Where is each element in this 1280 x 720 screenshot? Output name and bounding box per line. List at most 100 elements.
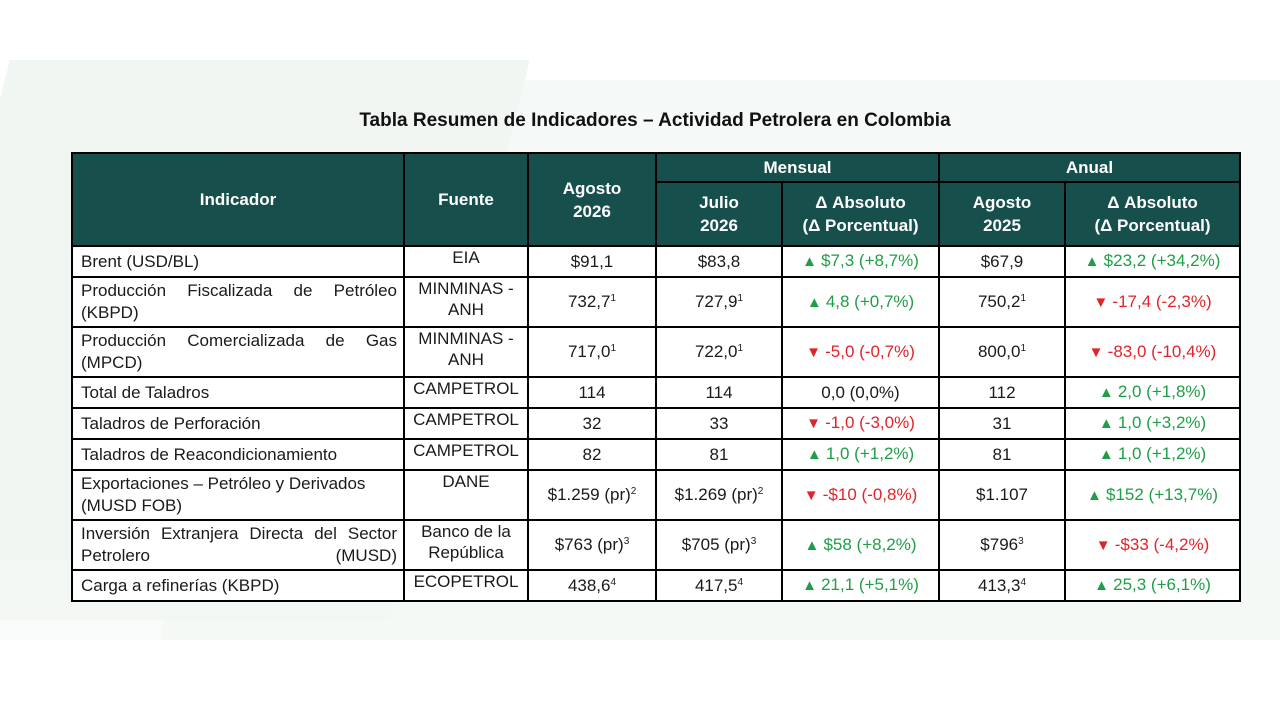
table-row: Exportaciones – Petróleo y Derivados (MU… [71,469,1242,521]
triangle-down-icon: ▼ [806,343,826,361]
source-label: CAMPETROL [413,441,519,460]
header-current-period: Agosto 2026 [527,152,657,247]
indicator-cell: Brent (USD/BL) [71,245,405,278]
triangle-up-icon: ▲ [1098,384,1118,401]
indicator-label: Carga a refinerías (KBPD) [81,575,280,595]
prev-year-cell-value: 31 [992,413,1012,433]
prev-month-cell-value: $1.269 (pr) [674,485,758,504]
source-label: Banco de la República [421,522,511,562]
footnote-marker: 1 [1020,293,1027,304]
footnote-marker: 4 [1020,576,1027,588]
triangle-down-icon: ▼ [806,415,826,432]
footnote-marker: 1 [610,343,617,354]
indicator-cell: Producción Fiscalizada de Petróleo (KBPD… [71,276,405,328]
monthly-delta-cell-value: 1,0 (+1,2%) [825,444,915,463]
monthly-delta-cell-value: $58 (+8,2%) [823,534,917,554]
prev-year-cell-value: 81 [992,444,1012,464]
triangle-up-icon: ▲ [806,293,826,311]
header-monthly-delta: Δ Absoluto (Δ Porcentual) [781,181,940,247]
header-source: Fuente [403,152,529,247]
annual-delta-cell: ▲ 1,0 (+1,2%) [1063,438,1242,471]
prev-month-cell-value: 81 [709,444,729,464]
monthly-delta-cell: ▲ 1,0 (+1,2%) [781,438,940,471]
source-cell: MINMINAS - ANH [403,276,529,328]
annual-delta-cell-value: 1,0 (+1,2%) [1117,444,1207,463]
triangle-up-icon: ▲ [802,577,822,594]
source-cell: CAMPETROL [403,407,529,440]
prev-month-cell: 722,01 [655,326,783,378]
current-value-cell-value: $91,1 [570,251,614,271]
prev-year-cell-value: $796 [980,535,1019,554]
annual-delta-cell: ▲ 25,3 (+6,1%) [1063,569,1242,602]
source-cell: ECOPETROL [403,569,529,602]
footnote-marker: 1 [737,343,744,354]
prev-year-cell: 750,21 [938,276,1066,328]
indicator-cell: Taladros de Reacondicionamiento [71,438,405,471]
current-value-cell: 114 [527,376,657,409]
annual-delta-cell-value: -$33 (-4,2%) [1114,534,1210,554]
prev-year-cell: 800,01 [938,326,1066,378]
annual-delta-cell: ▲ $23,2 (+34,2%) [1063,245,1242,278]
monthly-delta-cell: ▲ $58 (+8,2%) [781,519,940,571]
indicator-cell: Taladros de Perforación [71,407,405,440]
annual-delta-cell-value: 2,0 (+1,8%) [1117,382,1207,401]
monthly-delta-cell-value: 0,0 (0,0%) [821,382,900,402]
prev-month-cell: $1.269 (pr)2 [655,469,783,521]
prev-month-cell: 81 [655,438,783,471]
triangle-down-icon: ▼ [1088,343,1108,361]
indicator-label: Taladros de Reacondicionamiento [81,444,338,464]
indicator-label: Taladros de Perforación [81,413,261,433]
header-annual-delta: Δ Absoluto (Δ Porcentual) [1063,181,1242,247]
source-cell: CAMPETROL [403,438,529,471]
prev-month-cell: 114 [655,376,783,409]
prev-month-cell-value: 727,9 [694,292,738,311]
header-annual: Anual [937,152,1242,183]
monthly-delta-cell-value: -5,0 (-0,7%) [825,341,915,361]
triangle-up-icon: ▲ [802,253,822,270]
footnote-marker: 3 [750,536,757,547]
monthly-delta-cell: ▲ 4,8 (+0,7%) [781,276,940,328]
table-title: Tabla Resumen de Indicadores – Actividad… [359,110,951,131]
triangle-up-icon: ▲ [806,446,826,463]
prev-year-cell: $7963 [938,519,1066,571]
indicator-label: Exportaciones – Petróleo y Derivados (MU… [81,474,366,515]
prev-month-cell-value: $83,8 [697,251,741,271]
indicator-cell: Exportaciones – Petróleo y Derivados (MU… [71,469,405,521]
monthly-delta-cell: ▼ -1,0 (-3,0%) [781,407,940,440]
annual-delta-cell: ▲ 2,0 (+1,8%) [1063,376,1242,409]
current-value-cell-value: 438,6 [567,575,611,595]
indicator-label: Producción Fiscalizada de Petróleo (KBPD… [81,281,397,322]
footnote-marker: 1 [737,293,744,304]
monthly-delta-cell: 0,0 (0,0%) [781,376,940,409]
indicator-cell: Total de Taladros [71,376,405,409]
monthly-delta-cell: ▼ -$10 (-0,8%) [781,469,940,521]
annual-delta-cell: ▼ -$33 (-4,2%) [1063,519,1242,571]
source-label: EIA [452,248,480,267]
prev-month-cell-value: 33 [709,413,729,433]
prev-year-cell-value: $1.107 [976,485,1028,504]
header-indicator: Indicador [71,152,405,247]
source-label: ECOPETROL [413,572,519,591]
current-value-cell-value: 32 [582,413,602,433]
indicators-table: Indicador Fuente Agosto 2026 Mensual Anua… [71,152,1242,602]
monthly-delta-cell: ▲ $7,3 (+8,7%) [781,245,940,278]
prev-year-cell: 112 [938,376,1066,409]
footnote-marker: 4 [610,576,617,588]
annual-delta-cell-value: $152 (+13,7%) [1106,484,1219,504]
footnote-marker: 4 [737,576,744,588]
prev-month-cell: 33 [655,407,783,440]
current-value-cell-value: $763 (pr) [554,535,624,554]
source-cell: Banco de la República [403,519,529,571]
source-cell: CAMPETROL [403,376,529,409]
prev-year-cell-value: 112 [988,382,1016,402]
prev-year-cell: 413,34 [938,569,1066,602]
current-value-cell: $763 (pr)3 [527,519,657,571]
prev-month-cell: $705 (pr)3 [655,519,783,571]
current-value-cell-value: 732,7 [567,292,611,311]
source-label: MINMINAS - ANH [418,279,514,319]
prev-year-cell-value: $67,9 [980,251,1024,271]
current-value-cell-value: 82 [582,444,602,464]
prev-month-cell-value: $705 (pr) [681,535,751,554]
current-value-cell: $1.259 (pr)2 [527,469,657,521]
table-row: Carga a refinerías (KBPD) ECOPETROL 438,64… [71,569,1242,602]
